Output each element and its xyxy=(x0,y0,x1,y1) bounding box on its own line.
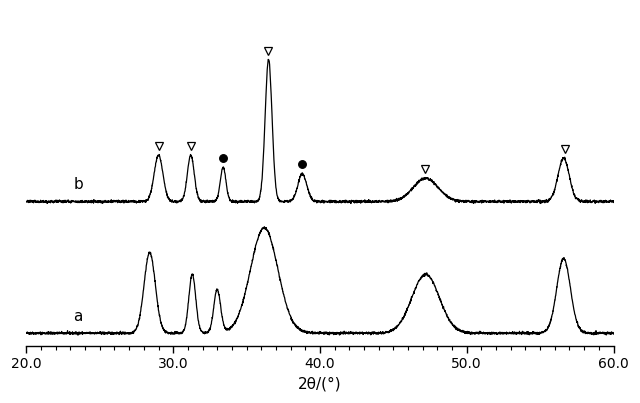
Text: a: a xyxy=(74,309,83,324)
Text: b: b xyxy=(74,177,83,192)
X-axis label: 2θ/(°): 2θ/(°) xyxy=(298,377,342,392)
